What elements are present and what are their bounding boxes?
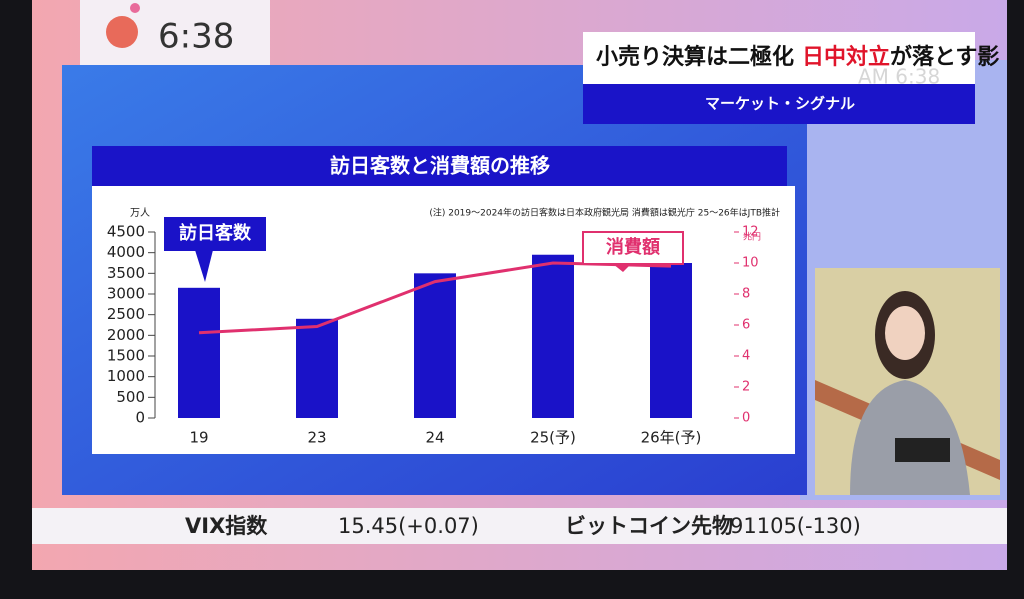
- headline-highlight: 日中対立: [802, 44, 890, 70]
- ticker-bar: [32, 508, 1007, 544]
- headline-box: [583, 32, 975, 84]
- y-tick-label: 3000: [107, 285, 145, 303]
- logo-dot: [130, 3, 140, 13]
- headline-part: が落とす影: [890, 44, 999, 70]
- headline: 小売り決算は二極化 日中対立が落とす影: [596, 44, 999, 70]
- presenter-face: [885, 306, 925, 360]
- y2-tick-label: 6: [742, 318, 750, 333]
- y-tick-label: 0: [135, 409, 145, 427]
- x-tick-label: 26年(予): [641, 429, 702, 447]
- chart-title-bar: [92, 146, 787, 186]
- clock: 6:38: [158, 17, 234, 57]
- x-tick-label: 23: [307, 429, 326, 447]
- sub-box: [583, 84, 975, 124]
- x-tick-label: 24: [425, 429, 444, 447]
- y-unit: 万人: [130, 207, 150, 219]
- headline-part: 小売り決算は二極化: [596, 44, 794, 70]
- plot: 0500100015002000250030003500400045000246…: [107, 217, 759, 447]
- ticker-value: 15.45(+0.07): [338, 514, 479, 538]
- bar: [414, 273, 456, 418]
- y-tick-label: 2500: [107, 305, 145, 323]
- legend-label: 訪日客数: [179, 222, 252, 244]
- legend-box: [164, 217, 266, 251]
- y2-unit: 兆円: [743, 232, 761, 243]
- legend-label: 消費額: [606, 236, 660, 258]
- y2-tick-label: 12: [742, 225, 759, 240]
- x-tick-label: 25(予): [530, 429, 576, 447]
- y-tick-label: 4000: [107, 243, 145, 261]
- sub-headline: マーケット・シグナル: [705, 95, 855, 113]
- ticker-label: VIX指数: [185, 514, 268, 538]
- chart-note: (注) 2019～2024年の訪日客数は日本政府観光局 消費額は観光庁 25～2…: [429, 207, 780, 219]
- presenter-body: [850, 380, 970, 495]
- bar: [178, 287, 220, 418]
- y2-tick-label: 4: [742, 349, 750, 364]
- y2-tick-label: 2: [742, 380, 750, 395]
- y-tick-label: 1500: [107, 347, 145, 365]
- ticker-label: ビットコイン先物: [565, 514, 733, 538]
- y2-tick-label: 8: [742, 287, 750, 302]
- tablet: [895, 438, 950, 462]
- logo: [106, 16, 138, 48]
- legend-pointer: [195, 250, 213, 282]
- x-tick-label: 19: [189, 429, 208, 447]
- legend-pointer: [613, 264, 631, 272]
- y-tick-label: 2000: [107, 326, 145, 344]
- y-tick-label: 1000: [107, 367, 145, 385]
- bar: [650, 263, 692, 418]
- legend-box: [582, 231, 684, 265]
- y-tick-label: 4500: [107, 223, 145, 241]
- y2-tick-label: 10: [742, 256, 759, 271]
- y-tick-label: 500: [116, 388, 145, 406]
- bar: [296, 318, 338, 418]
- bar: [532, 254, 574, 418]
- y2-tick-label: 0: [742, 411, 750, 426]
- y-tick-label: 3500: [107, 264, 145, 282]
- ticker-value: 91105(-130): [730, 514, 861, 538]
- chart-title: 訪日客数と消費額の推移: [330, 154, 550, 178]
